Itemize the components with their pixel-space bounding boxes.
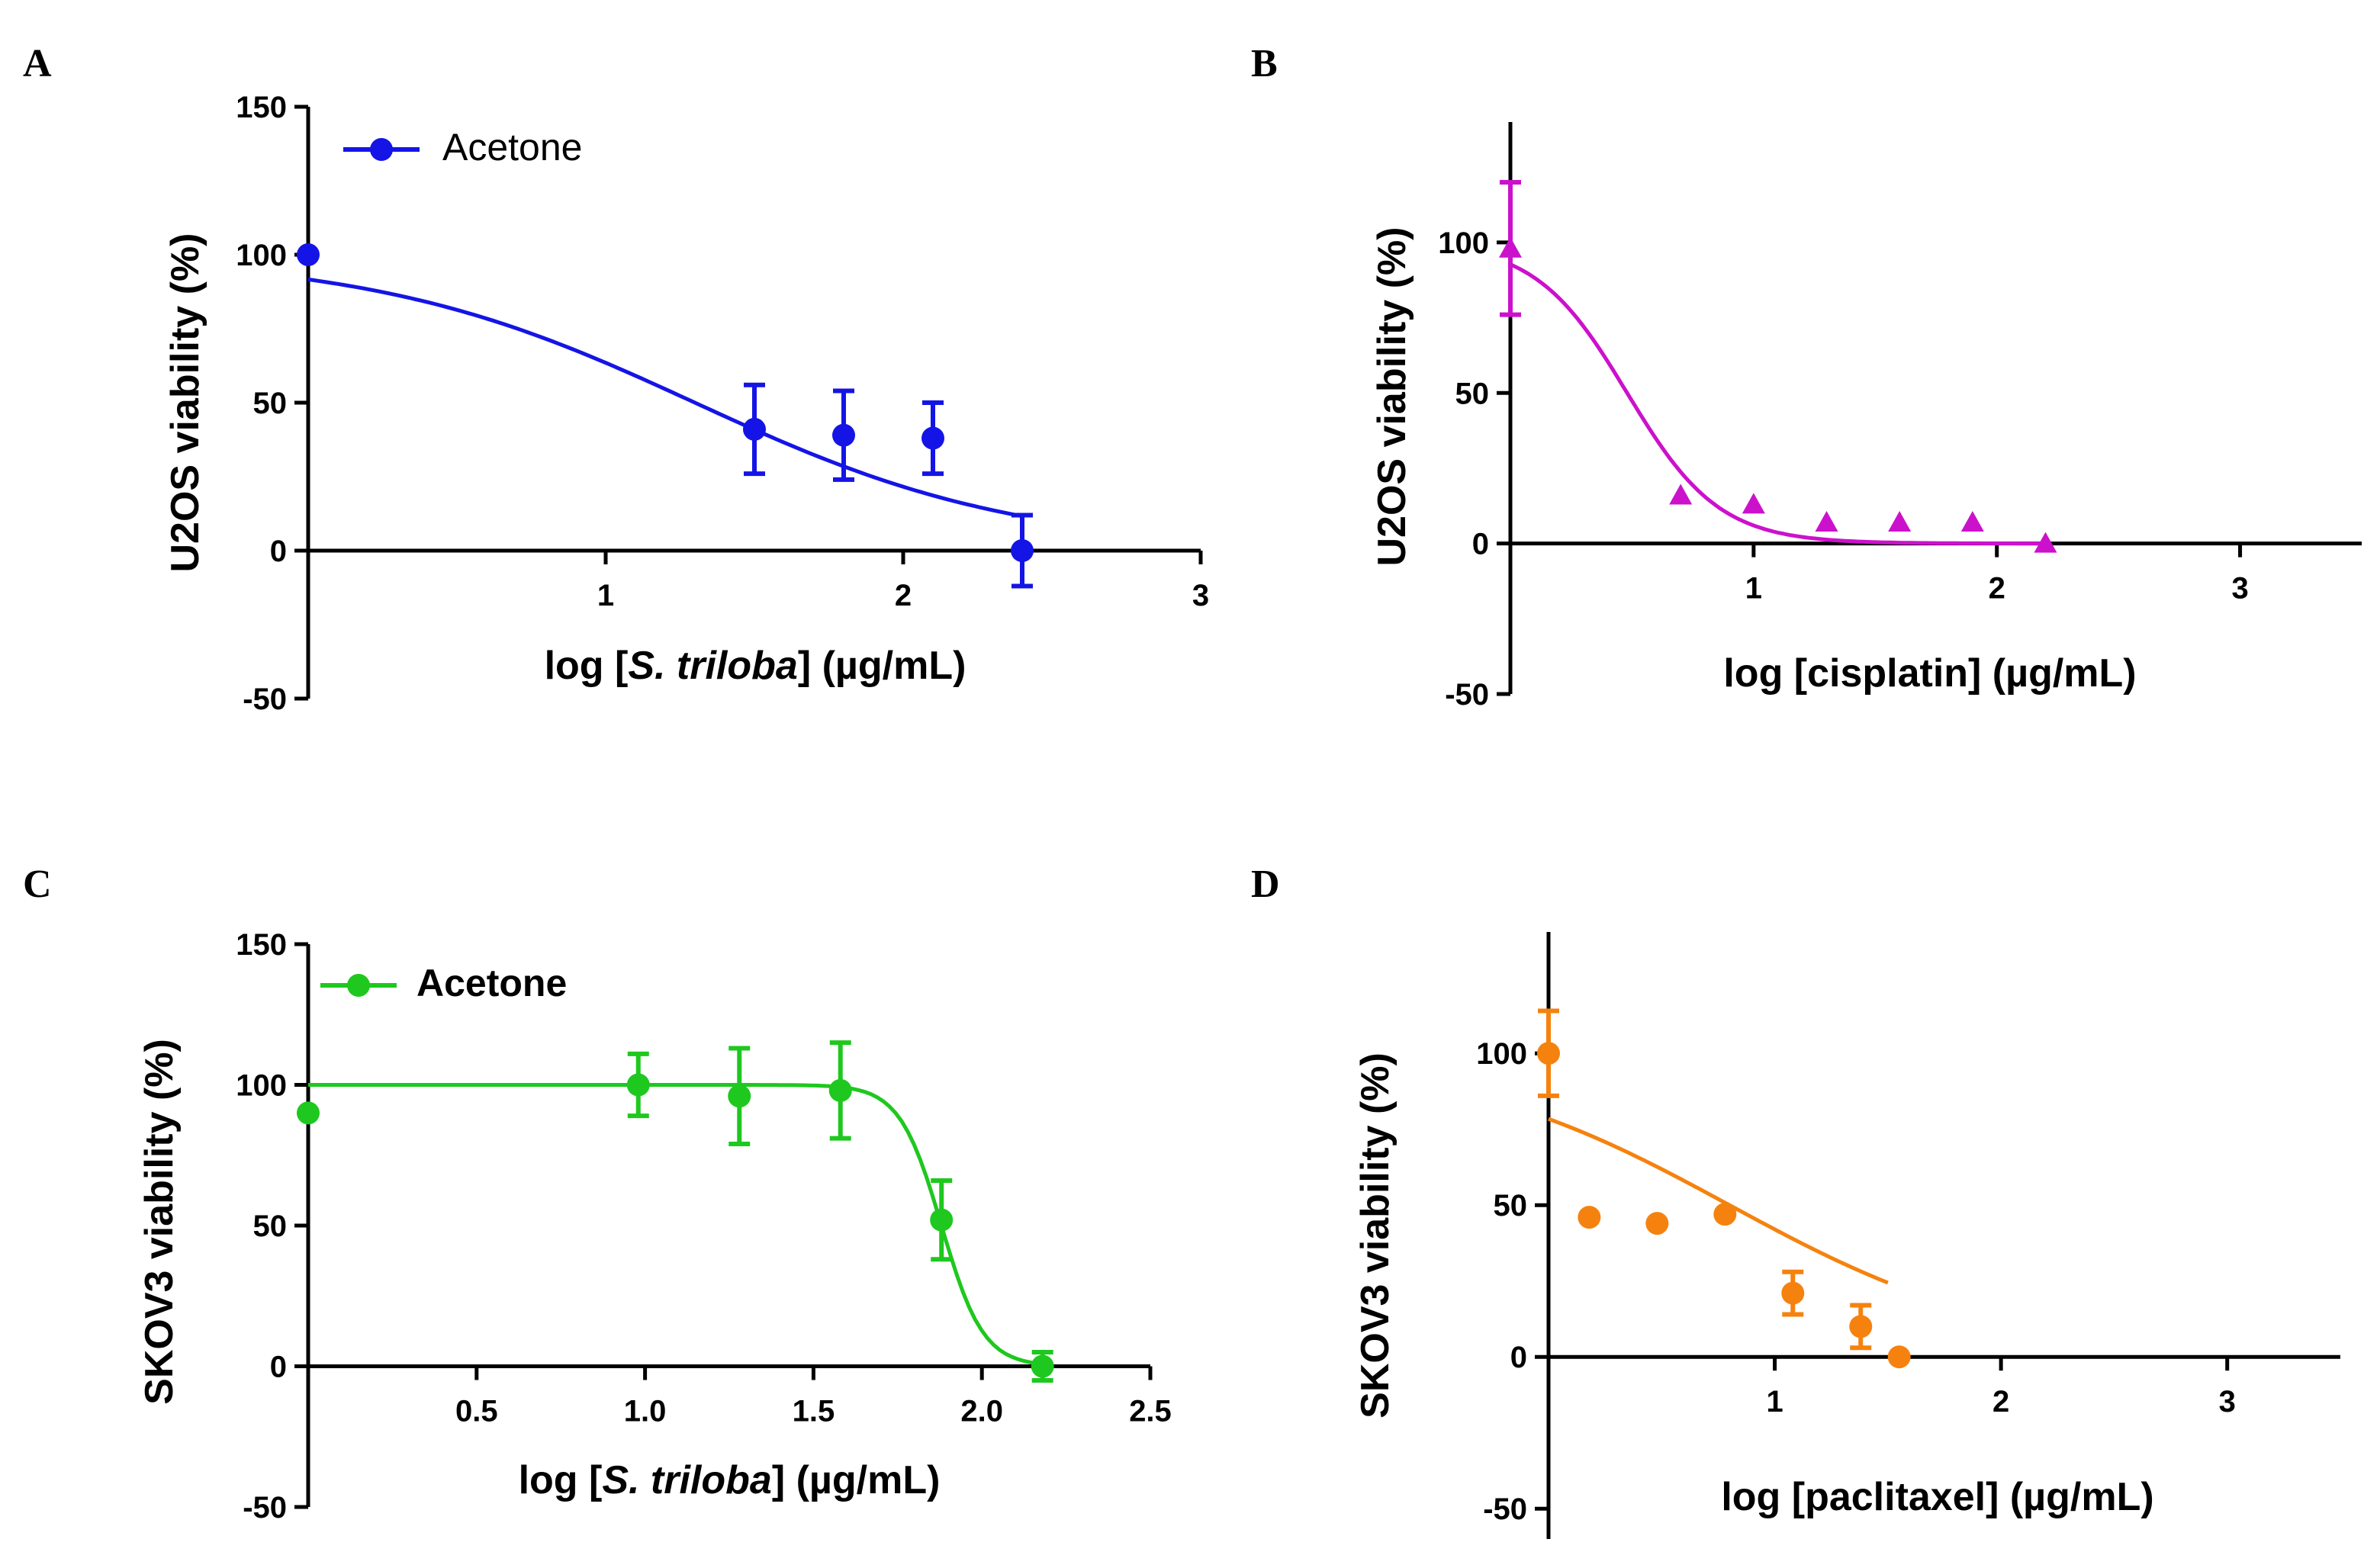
panel-letter: A <box>23 42 52 85</box>
y-tick-label: 100 <box>236 239 287 272</box>
fit-curve <box>307 277 1023 519</box>
x-tick-label: 2 <box>1989 572 2005 606</box>
x-tick-label: 3 <box>1192 579 1209 612</box>
data-point <box>930 1208 954 1232</box>
y-tick-label: 0 <box>1510 1341 1527 1374</box>
x-axis-title-prefix: log [ <box>519 1458 603 1502</box>
legend-label: Acetone <box>416 962 567 1004</box>
x-tick-label: 1.0 <box>624 1395 667 1428</box>
x-tick-label: 1 <box>597 579 614 612</box>
data-point <box>1815 511 1838 532</box>
legend-label: Acetone <box>442 126 582 169</box>
y-tick-label: 100 <box>1476 1037 1527 1071</box>
panel-letter: B <box>1251 42 1278 85</box>
x-axis-title-italic: S. triloba <box>602 1458 771 1502</box>
x-tick-label: 1.5 <box>793 1395 835 1428</box>
data-point <box>921 426 944 450</box>
data-point <box>297 1101 320 1125</box>
data-point <box>1645 1212 1669 1235</box>
data-point <box>1537 1042 1560 1065</box>
x-tick-label: 2.0 <box>960 1395 1003 1428</box>
data-point <box>743 417 766 441</box>
fit-curve <box>308 1083 1044 1367</box>
x-axis-title-suffix: ] (µg/mL) <box>798 644 966 688</box>
data-point <box>297 243 320 266</box>
x-axis-title: log [S. triloba] (µg/mL) <box>545 644 966 688</box>
data-point <box>1499 236 1522 258</box>
y-tick-label: 0 <box>1472 528 1489 561</box>
data-point <box>1887 1345 1911 1369</box>
panel-c: C -50 0 50 100 150 0.5 1.0 1.5 2.0 2.5 SKOV3 viabil… <box>23 863 1172 1525</box>
x-axis-title: log [S. triloba] (µg/mL) <box>519 1458 941 1502</box>
data-point <box>832 423 855 447</box>
y-tick-label: 50 <box>253 387 288 420</box>
y-tick-label: 0 <box>270 535 287 568</box>
x-tick-label: 3 <box>2219 1385 2236 1419</box>
y-tick-label: 100 <box>236 1069 287 1103</box>
y-tick-label: 50 <box>253 1210 288 1243</box>
y-tick-label: -50 <box>1445 678 1489 712</box>
x-tick-label: 2 <box>895 579 912 612</box>
data-point <box>1742 493 1765 514</box>
x-tick-label: 1 <box>1745 572 1762 606</box>
y-tick-label: 50 <box>1455 377 1490 410</box>
panel-d: D -50 0 50 100 1 2 3 SKOV3 viability (%) log [pac… <box>1251 863 2340 1539</box>
x-tick-label: 1 <box>1766 1385 1783 1419</box>
x-axis-title: log [paclitaxel] (µg/mL) <box>1721 1475 2153 1519</box>
x-tick-label: 0.5 <box>455 1395 498 1428</box>
data-point <box>626 1073 650 1097</box>
panel-letter: C <box>23 863 52 906</box>
data-point <box>2034 532 2057 553</box>
y-tick-label: 0 <box>270 1351 287 1384</box>
y-axis-title: SKOV3 viability (%) <box>137 1039 182 1405</box>
x-tick-label: 3 <box>2231 572 2248 606</box>
panel-a: A -50 0 50 100 150 1 2 3 U2OS viability (%) log [S… <box>23 42 1209 716</box>
x-axis-title: log [cisplatin] (µg/mL) <box>1723 651 2136 696</box>
y-tick-label: 50 <box>1494 1189 1528 1223</box>
x-axis-title-suffix: ] (µg/mL) <box>772 1458 941 1502</box>
y-tick-label: -50 <box>243 683 287 716</box>
data-point <box>1669 484 1693 505</box>
y-axis-title: U2OS viability (%) <box>163 233 207 573</box>
data-point <box>1011 539 1034 562</box>
y-axis-title: U2OS viability (%) <box>1370 227 1414 567</box>
x-axis-title-italic: S. triloba <box>628 644 797 688</box>
x-axis-title-prefix: log [ <box>545 644 629 688</box>
x-axis-title-prefix: log [paclitaxel] (µg/mL) <box>1721 1475 2153 1519</box>
data-point <box>1578 1206 1601 1229</box>
x-tick-label: 2 <box>1992 1385 2009 1419</box>
y-tick-label: -50 <box>243 1491 287 1525</box>
data-point <box>828 1078 852 1102</box>
data-point <box>728 1084 751 1108</box>
x-axis-title-prefix: log [cisplatin] (µg/mL) <box>1723 651 2136 696</box>
data-point <box>1849 1315 1873 1338</box>
fit-curve <box>1548 1117 1889 1285</box>
data-point <box>1888 511 1912 532</box>
legend-marker <box>347 974 370 997</box>
legend-marker <box>370 138 393 161</box>
data-point <box>1781 1281 1805 1305</box>
fit-curve <box>1509 262 2046 546</box>
y-axis-title: SKOV3 viability (%) <box>1353 1052 1397 1419</box>
panel-letter: D <box>1251 863 1280 906</box>
y-tick-label: -50 <box>1483 1492 1527 1526</box>
y-tick-label: 150 <box>236 928 287 962</box>
data-point <box>1960 511 1984 532</box>
y-tick-label: 150 <box>236 91 287 124</box>
x-tick-label: 2.5 <box>1129 1395 1172 1428</box>
data-point <box>1031 1354 1054 1378</box>
y-tick-label: 100 <box>1438 227 1489 260</box>
data-point <box>1713 1203 1737 1226</box>
panel-b: B -50 0 50 100 1 2 3 U2OS viability (%) log [cisp… <box>1251 42 2362 712</box>
